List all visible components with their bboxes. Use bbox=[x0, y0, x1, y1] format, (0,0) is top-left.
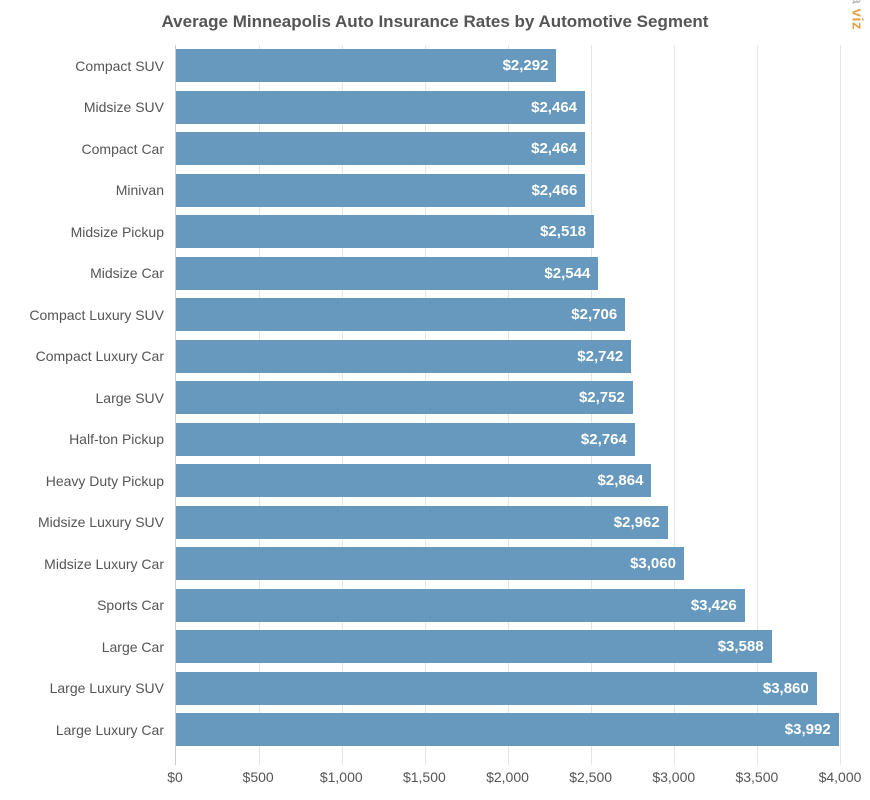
bar-row: Midsize Car$2,544 bbox=[176, 257, 840, 290]
y-axis-label: Sports Car bbox=[97, 597, 176, 613]
bar-row: Compact SUV$2,292 bbox=[176, 49, 840, 82]
bar-row: Midsize Luxury SUV$2,962 bbox=[176, 506, 840, 539]
watermark-logo: insura viz bbox=[848, 0, 865, 30]
x-axis: $0$500$1,000$1,500$2,000$2,500$3,000$3,5… bbox=[175, 765, 840, 790]
x-tick-label: $2,000 bbox=[486, 769, 529, 785]
bar-value-label: $2,464 bbox=[531, 140, 577, 157]
bar-value-label: $2,544 bbox=[544, 265, 590, 282]
bar-row: Midsize Pickup$2,518 bbox=[176, 215, 840, 248]
bar-value-label: $3,588 bbox=[718, 638, 764, 655]
bar: $3,426 bbox=[176, 589, 745, 622]
bar-value-label: $2,742 bbox=[577, 348, 623, 365]
bar-value-label: $2,706 bbox=[571, 306, 617, 323]
bar-row: Half-ton Pickup$2,764 bbox=[176, 423, 840, 456]
bar-value-label: $3,860 bbox=[763, 680, 809, 697]
bar: $2,292 bbox=[176, 49, 556, 82]
bar-row: Large SUV$2,752 bbox=[176, 381, 840, 414]
y-axis-label: Compact SUV bbox=[75, 58, 176, 74]
y-axis-label: Midsize SUV bbox=[84, 99, 176, 115]
x-tick-label: $2,500 bbox=[569, 769, 612, 785]
bar: $2,742 bbox=[176, 340, 631, 373]
bar: $2,464 bbox=[176, 132, 585, 165]
x-tick-label: $500 bbox=[243, 769, 274, 785]
y-axis-label: Midsize Luxury SUV bbox=[38, 514, 176, 530]
bar-value-label: $2,752 bbox=[579, 389, 625, 406]
y-axis-label: Half-ton Pickup bbox=[69, 431, 176, 447]
bar-value-label: $2,764 bbox=[581, 431, 627, 448]
y-axis-label: Large SUV bbox=[96, 390, 176, 406]
bar-value-label: $2,466 bbox=[531, 182, 577, 199]
bar: $2,764 bbox=[176, 423, 635, 456]
bar: $2,518 bbox=[176, 215, 594, 248]
y-axis-label: Compact Car bbox=[82, 141, 176, 157]
x-tick-label: $3,500 bbox=[735, 769, 778, 785]
bar-row: Minivan$2,466 bbox=[176, 174, 840, 207]
x-tick-label: $4,000 bbox=[819, 769, 862, 785]
y-axis-label: Minivan bbox=[116, 182, 176, 198]
bar: $3,860 bbox=[176, 672, 817, 705]
bar-row: Compact Car$2,464 bbox=[176, 132, 840, 165]
bar: $2,464 bbox=[176, 91, 585, 124]
bar-row: Heavy Duty Pickup$2,864 bbox=[176, 464, 840, 497]
gridline bbox=[840, 45, 841, 765]
bar: $3,588 bbox=[176, 630, 772, 663]
x-tick-label: $0 bbox=[167, 769, 183, 785]
bar-value-label: $3,426 bbox=[691, 597, 737, 614]
bar-row: Large Car$3,588 bbox=[176, 630, 840, 663]
y-axis-label: Large Luxury Car bbox=[56, 722, 176, 738]
y-axis-label: Compact Luxury SUV bbox=[29, 307, 176, 323]
bar-row: Midsize SUV$2,464 bbox=[176, 91, 840, 124]
bar: $2,752 bbox=[176, 381, 633, 414]
x-tick-label: $1,000 bbox=[320, 769, 363, 785]
bar-value-label: $2,518 bbox=[540, 223, 586, 240]
bar: $3,992 bbox=[176, 713, 839, 746]
y-axis-label: Midsize Car bbox=[90, 265, 176, 281]
bar-row: Compact Luxury Car$2,742 bbox=[176, 340, 840, 373]
bar-row: Compact Luxury SUV$2,706 bbox=[176, 298, 840, 331]
y-axis-label: Midsize Pickup bbox=[71, 224, 176, 240]
watermark-text-main: insura bbox=[848, 0, 865, 4]
bar-value-label: $2,292 bbox=[503, 57, 549, 74]
bar-value-label: $2,962 bbox=[614, 514, 660, 531]
bar: $2,466 bbox=[176, 174, 585, 207]
y-axis-label: Compact Luxury Car bbox=[36, 348, 176, 364]
bar-row: Midsize Luxury Car$3,060 bbox=[176, 547, 840, 580]
chart-container: Average Minneapolis Auto Insurance Rates… bbox=[0, 0, 870, 800]
plot-area: Compact SUV$2,292 Midsize SUV$2,464 Compac… bbox=[175, 45, 840, 765]
bar-value-label: $3,992 bbox=[785, 721, 831, 738]
bar: $2,706 bbox=[176, 298, 625, 331]
bar-value-label: $3,060 bbox=[630, 555, 676, 572]
bar-row: Sports Car$3,426 bbox=[176, 589, 840, 622]
bar-row: Large Luxury Car$3,992 bbox=[176, 713, 840, 746]
y-axis-label: Large Luxury SUV bbox=[50, 680, 176, 696]
y-axis-label: Heavy Duty Pickup bbox=[46, 473, 176, 489]
bar: $2,864 bbox=[176, 464, 651, 497]
bar: $2,962 bbox=[176, 506, 668, 539]
bar-value-label: $2,464 bbox=[531, 99, 577, 116]
x-tick-label: $1,500 bbox=[403, 769, 446, 785]
watermark-text-accent: viz bbox=[848, 8, 865, 30]
bar-row: Large Luxury SUV$3,860 bbox=[176, 672, 840, 705]
chart-title: Average Minneapolis Auto Insurance Rates… bbox=[0, 12, 870, 32]
bar: $2,544 bbox=[176, 257, 598, 290]
bar-value-label: $2,864 bbox=[598, 472, 644, 489]
x-tick-label: $3,000 bbox=[652, 769, 695, 785]
y-axis-label: Large Car bbox=[102, 639, 176, 655]
y-axis-label: Midsize Luxury Car bbox=[44, 556, 176, 572]
bar: $3,060 bbox=[176, 547, 684, 580]
